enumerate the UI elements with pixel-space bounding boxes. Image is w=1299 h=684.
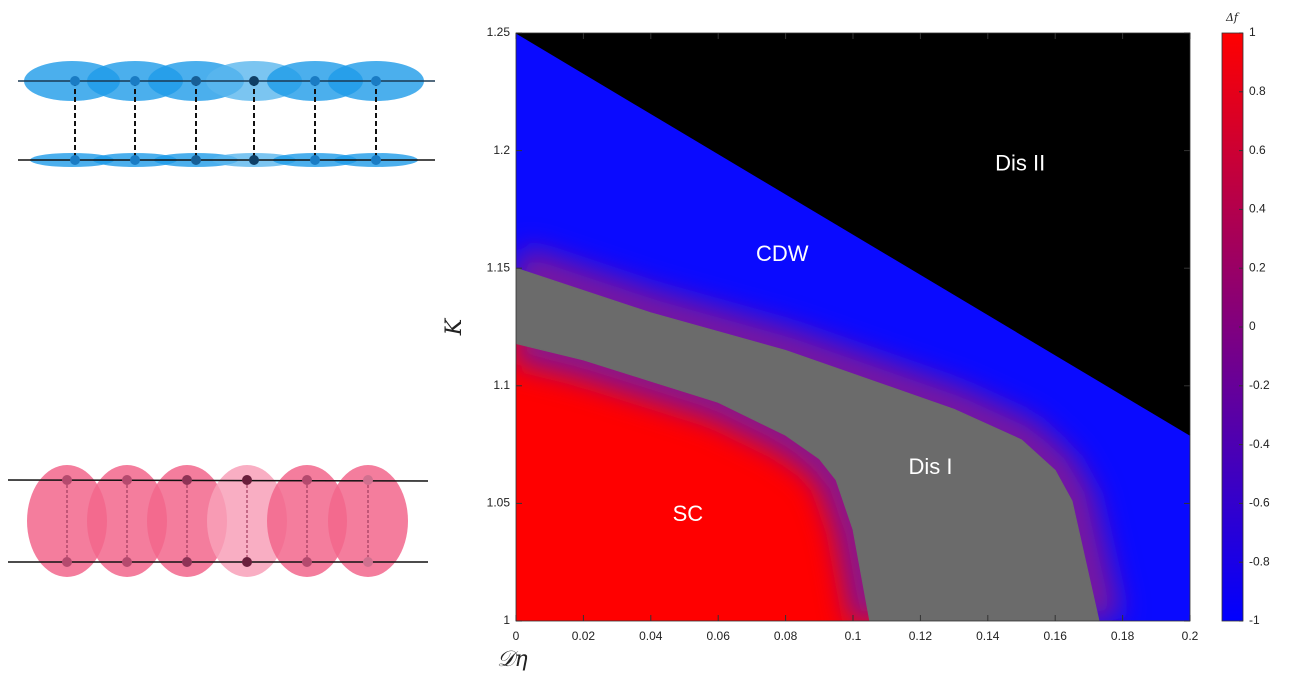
colorbar-tick-label: 0.2: [1249, 260, 1266, 274]
y-tick-label: 1.2: [493, 143, 510, 157]
colorbar-tick-label: 0: [1249, 319, 1256, 333]
colorbar-tick-label: 1: [1249, 25, 1256, 39]
x-tick-label: 0.08: [774, 629, 798, 643]
x-tick-label: 0.18: [1111, 629, 1135, 643]
x-tick-label: 0.12: [909, 629, 933, 643]
phase-boundary: [515, 267, 1100, 622]
colorbar-tick-label: -0.6: [1249, 496, 1270, 510]
colorbar-tick-label: 0.6: [1249, 143, 1266, 157]
x-tick-label: 0.04: [639, 629, 663, 643]
region-label: SC: [673, 501, 704, 526]
region-dis-i: [516, 268, 1099, 621]
colorbar-tick-label: 0.4: [1249, 202, 1266, 216]
y-tick-label: 1.25: [487, 25, 511, 39]
x-tick-label: 0.1: [845, 629, 862, 643]
colorbar-tick-label: 0.8: [1249, 84, 1266, 98]
x-tick-label: 0.2: [1182, 629, 1199, 643]
colorbar-tick-label: -0.2: [1249, 378, 1270, 392]
x-tick-label: 0.02: [572, 629, 596, 643]
colorbar-tick-label: -1: [1249, 613, 1260, 627]
phase-diagram: Dis II CDW Dis I SC 0 0.02 0.04 0.06 0.08 0.1 0.12…: [487, 25, 1270, 643]
x-tick-label: 0.16: [1044, 629, 1068, 643]
blue-ladder-illustration: [18, 61, 435, 167]
y-tick-label: 1.1: [493, 378, 510, 392]
region-sc: [516, 343, 870, 621]
x-tick-label: 0.06: [707, 629, 731, 643]
phase-boundary: [515, 343, 871, 622]
x-tick-label: 0.14: [976, 629, 1000, 643]
x-tick-label: 0: [513, 629, 520, 643]
region-label: Dis II: [995, 151, 1045, 176]
phase-boundary: [515, 32, 1191, 436]
region-label: CDW: [756, 241, 809, 266]
pink-ladder-illustration: [7, 465, 429, 577]
y-tick-label: 1.05: [487, 496, 511, 510]
colorbar-tick-label: -0.4: [1249, 437, 1270, 451]
colorbar-label: Δf: [1225, 11, 1240, 24]
colorbar-tick-label: -0.8: [1249, 554, 1270, 568]
y-tick-label: 1: [503, 613, 510, 627]
x-axis-label: 𝒟η: [497, 647, 528, 672]
y-axis-label: K: [442, 317, 467, 336]
region-cdw: [516, 33, 1190, 621]
y-tick-label: 1.15: [487, 260, 511, 274]
region-label: Dis I: [909, 454, 953, 479]
